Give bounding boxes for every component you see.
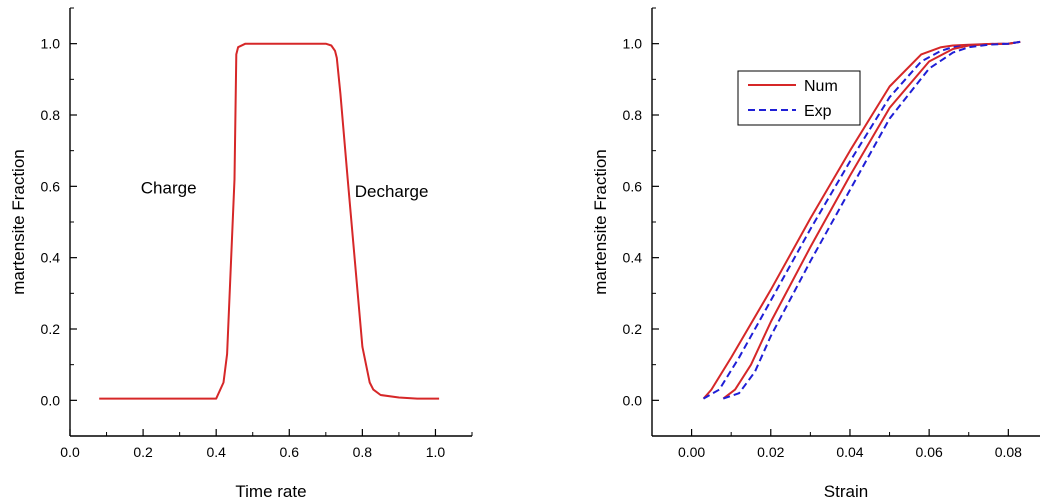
legend-label-exp: Exp (804, 103, 832, 120)
y-tick-label: 0.8 (41, 107, 61, 123)
y-tick-label: 0.0 (41, 392, 61, 408)
legend-label-num: Num (804, 78, 838, 95)
y-tick-label: 0.6 (41, 178, 61, 194)
x-tick-label: 0.08 (995, 444, 1022, 460)
y-tick-label: 0.8 (623, 107, 643, 123)
annotation-charge: Charge (141, 178, 197, 197)
y-tick-label: 0.4 (623, 250, 643, 266)
x-tick-label: 0.8 (353, 444, 373, 460)
legend-box (737, 70, 861, 126)
x-tick-label: 0.00 (678, 444, 705, 460)
x-tick-label: 0.04 (836, 444, 863, 460)
x-tick-label: 1.0 (426, 444, 446, 460)
y-tick-label: 0.0 (623, 392, 643, 408)
y-tick-label: 0.4 (41, 250, 61, 266)
y-axis-title: martensite Fraction (591, 149, 610, 295)
x-tick-label: 0.4 (206, 444, 226, 460)
y-tick-label: 1.0 (41, 36, 61, 52)
x-tick-label: 0.2 (133, 444, 153, 460)
chart-2: 0.00 0.02 0.04 0.06 0.08 0.0 0.2 0.4 0.6 0.8 1.0 St… (591, 7, 1040, 501)
chart-1: 0.0 0.2 0.4 0.6 0.8 1.0 0.0 0.2 0.4 0.6 0.8 1.0 Time… (9, 7, 473, 501)
x-tick-label: 0.6 (280, 444, 300, 460)
y-tick-label: 0.2 (623, 321, 643, 337)
x-axis-title: Strain (824, 482, 868, 501)
y-tick-label: 0.2 (41, 321, 61, 337)
series-line-num-3 (722, 40, 1021, 400)
series-line-curve-1 (99, 42, 440, 400)
legend: Num Exp (737, 70, 861, 126)
x-axis-title: Time rate (235, 482, 306, 501)
series-line-exp-2 (703, 40, 1021, 400)
y-tick-label: 0.6 (623, 178, 643, 194)
annotation-decharge: Decharge (355, 182, 429, 201)
x-tick-label: 0.02 (757, 444, 784, 460)
y-axis-title: martensite Fraction (9, 149, 28, 295)
y-tick-label: 1.0 (623, 36, 643, 52)
series-line-exp-4 (722, 40, 1021, 400)
x-tick-label: 0.06 (916, 444, 943, 460)
x-tick-label: 0.0 (60, 444, 80, 460)
